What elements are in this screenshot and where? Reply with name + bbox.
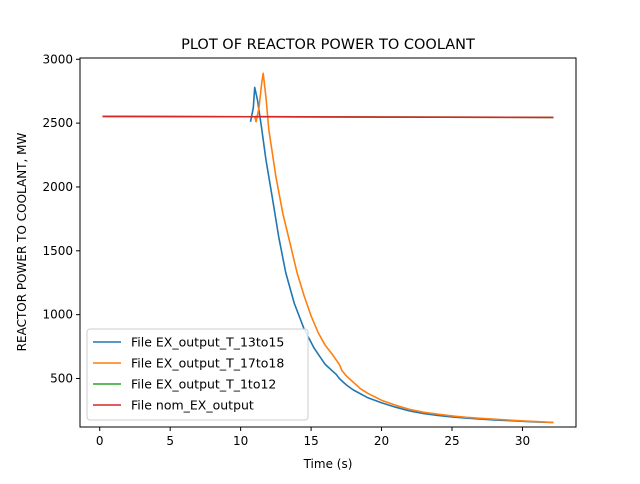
chart-title: PLOT OF REACTOR POWER TO COOLANT — [181, 37, 475, 53]
x-axis-label: Time (s) — [303, 457, 353, 471]
x-tick-label: 10 — [233, 434, 248, 448]
legend-box — [86, 328, 309, 421]
legend-label: File EX_output_T_17to18 — [131, 356, 284, 371]
y-tick-label: 2000 — [42, 180, 73, 194]
y-axis-ticks: 500 1000 1500 2000 2500 3000 — [42, 52, 80, 385]
y-tick-label: 2500 — [42, 116, 73, 130]
y-tick-label: 1000 — [42, 308, 73, 322]
x-tick-label: 15 — [303, 434, 318, 448]
series-lines — [102, 72, 554, 424]
legend-label: File EX_output_T_13to15 — [131, 335, 284, 350]
x-axis-ticks: 0 5 10 15 20 25 30 — [96, 427, 530, 448]
x-tick-label: 0 — [96, 434, 104, 448]
x-tick-label: 20 — [374, 434, 389, 448]
x-tick-label: 25 — [444, 434, 459, 448]
y-axis-label: REACTOR POWER TO COOLANT, MW — [15, 133, 29, 352]
y-tick-label: 500 — [50, 371, 73, 385]
y-tick-label: 1500 — [42, 244, 73, 258]
legend-label: File nom_EX_output — [131, 398, 254, 413]
legend-label: File EX_output_T_1to12 — [131, 377, 276, 392]
plot-frame — [79, 57, 577, 428]
series-line-4 — [102, 115, 554, 119]
y-tick-label: 3000 — [42, 52, 73, 66]
x-tick-label: 5 — [166, 434, 174, 448]
legend: File EX_output_T_13to15 File EX_output_T_… — [86, 328, 309, 421]
series-line-2 — [253, 72, 554, 424]
x-tick-label: 30 — [515, 434, 530, 448]
